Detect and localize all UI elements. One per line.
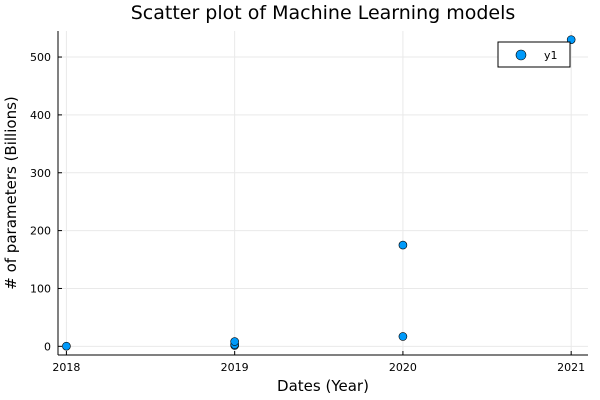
legend-marker: [515, 49, 527, 61]
data-point: [62, 341, 71, 351]
x-ticks: 2018 2019 2020 2021: [52, 351, 585, 374]
data-point: [398, 240, 408, 250]
y-tick-label: 300: [30, 167, 51, 180]
chart-title: Scatter plot of Machine Learning models: [131, 2, 516, 24]
x-tick-label: 2020: [389, 361, 417, 374]
y-tick-label: 0: [44, 340, 51, 353]
legend: y1: [497, 41, 571, 68]
legend-box: [497, 41, 571, 68]
legend-label-y1: y1: [544, 49, 558, 62]
y-axis-label: # of parameters (Billions): [2, 96, 20, 290]
y-tick-label: 200: [30, 225, 51, 238]
grid: [58, 31, 588, 355]
x-tick-label: 2021: [557, 361, 585, 374]
x-axis-label: Dates (Year): [277, 377, 369, 395]
y-tick-label: 100: [30, 282, 51, 295]
x-tick-label: 2019: [221, 361, 249, 374]
data-point: [398, 332, 408, 341]
y-tick-label: 400: [30, 109, 51, 122]
x-tick-label: 2018: [52, 361, 80, 374]
y-ticks: 0 100 200 300 400 500: [30, 51, 62, 353]
data-point: [230, 337, 239, 346]
data-points: [62, 35, 576, 351]
y-tick-label: 500: [30, 51, 51, 64]
